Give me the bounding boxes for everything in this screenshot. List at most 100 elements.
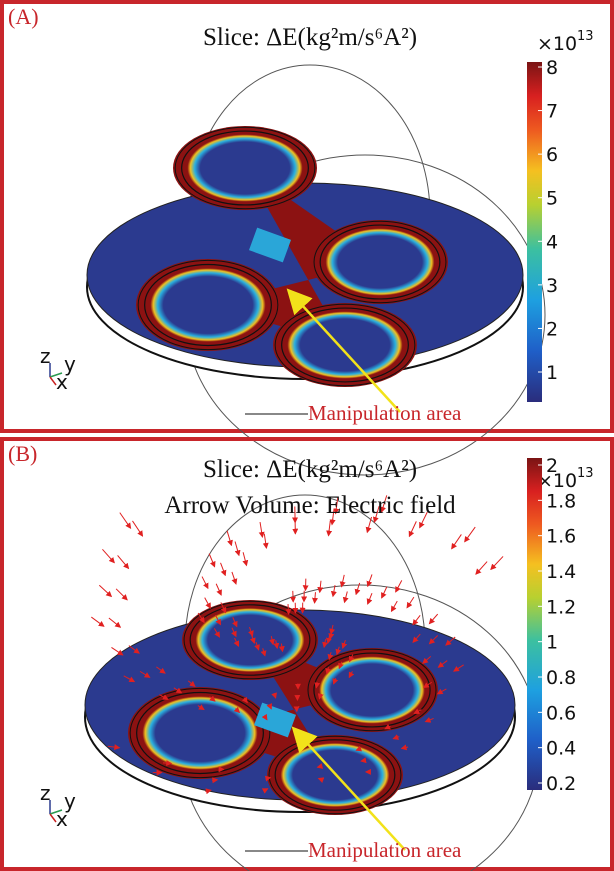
field-arrow — [260, 648, 267, 657]
field-arrow — [437, 660, 448, 668]
field-arrow — [132, 520, 144, 537]
axis-label: y — [64, 352, 76, 376]
field-arrow — [464, 526, 476, 543]
colorbar-tick-label: 0.8 — [546, 667, 576, 689]
electrode-edge — [319, 224, 441, 300]
field-arrow — [241, 696, 248, 704]
colorbar-tick-label: 1 — [546, 362, 558, 384]
axis-x — [49, 813, 57, 823]
field-arrow — [428, 635, 439, 645]
colorbar-multiplier: ×10 — [537, 33, 577, 55]
axis-label: x — [56, 370, 68, 394]
electrode-ring — [182, 600, 318, 680]
field-arrow — [330, 585, 337, 598]
field-arrow — [214, 614, 221, 626]
field-arrow — [258, 521, 265, 539]
panel-title: Arrow Volume: Electric field — [164, 492, 456, 519]
field-arrow — [108, 617, 122, 628]
field-arrow — [204, 597, 211, 609]
field-arrow — [419, 511, 428, 529]
field-arrow — [139, 670, 151, 678]
colorbar-tick-label: 0.4 — [546, 738, 576, 760]
electrode-edge — [129, 687, 271, 779]
field-arrow — [355, 745, 363, 752]
field-arrow — [392, 734, 400, 740]
annotation-arrow — [286, 288, 401, 413]
field-arrow — [333, 497, 340, 515]
field-arrow — [314, 682, 321, 689]
field-arrow — [412, 615, 421, 626]
axis-label: z — [40, 781, 51, 805]
field-arrow — [117, 555, 130, 570]
electrode-edge — [144, 263, 272, 347]
panel: (A) Slice: ΔE(kg²m/s⁶A²) ×10 13 8 7 6 5 4 3 2 1 Mani… — [0, 0, 614, 476]
field-arrow — [451, 534, 462, 550]
field-arrow — [326, 520, 333, 537]
field-arrow — [201, 576, 209, 590]
colorbar-tick-label: 1.4 — [546, 561, 576, 583]
field-arrow — [341, 640, 348, 650]
field-arrow — [254, 641, 260, 651]
field-arrow — [220, 602, 227, 614]
field-arrow — [128, 645, 140, 654]
field-arrow — [366, 592, 373, 605]
electrode-edge — [281, 307, 409, 383]
panel-border — [0, 0, 614, 433]
field-arrow — [211, 777, 219, 784]
field-arrow — [197, 612, 205, 624]
field-arrow — [428, 613, 439, 625]
field-arrow — [395, 580, 403, 593]
axis-y — [49, 372, 63, 378]
panel: (B) Slice: ΔE(kg²m/s⁶A²) Arrow Volume: Ele… — [0, 437, 614, 871]
field-arrow — [445, 636, 456, 646]
field-arrow — [187, 680, 196, 687]
axis-x — [49, 376, 57, 386]
field-arrow — [326, 634, 332, 645]
electrode-edge — [136, 691, 264, 775]
axis-label: z — [40, 344, 51, 368]
field-arrow — [406, 596, 415, 609]
field-arrow — [162, 760, 173, 767]
field-arrow — [317, 693, 324, 700]
field-arrow — [422, 656, 432, 664]
electrode-ring — [273, 303, 417, 387]
field-arrow — [390, 600, 398, 613]
field-arrow — [348, 671, 355, 679]
electrode-edge — [274, 303, 416, 387]
field-arrow — [242, 552, 249, 567]
field-arrow — [327, 652, 334, 661]
field-arrow — [209, 695, 216, 702]
colorbar-tick-label: 5 — [546, 188, 558, 210]
electrode-edge — [189, 604, 311, 676]
field-arrow — [322, 639, 328, 649]
colorbar-tick-label: 6 — [546, 144, 558, 166]
field-arrow — [208, 553, 216, 568]
colorbar-tick-label: 2 — [546, 318, 558, 340]
field-arrow — [412, 633, 421, 644]
manipulation-zone — [248, 227, 292, 263]
colorbar-tick-label: 2 — [546, 455, 558, 477]
field-arrow — [231, 627, 237, 638]
field-arrow — [197, 704, 205, 711]
field-arrow — [380, 495, 388, 513]
colorbar-exponent: 13 — [577, 29, 594, 44]
panel-label: (A) — [8, 4, 39, 29]
field-arrow — [413, 708, 422, 714]
electrode-edge — [313, 652, 431, 728]
field-arrow — [338, 661, 344, 670]
field-arrow — [332, 677, 339, 685]
field-arrow — [226, 530, 233, 547]
field-arrow — [325, 667, 332, 675]
field-arrow — [271, 692, 277, 699]
field-arrow — [354, 582, 361, 596]
field-arrow — [329, 508, 336, 526]
axis-label: y — [64, 789, 76, 813]
electrode-ring — [136, 259, 280, 351]
electrode-edge — [274, 739, 396, 811]
field-arrow — [453, 664, 464, 672]
field-arrow — [205, 788, 212, 795]
field-arrow — [261, 713, 268, 721]
field-arrow — [111, 647, 124, 656]
colorbar-tick-label: 1.8 — [546, 490, 576, 512]
panel-label: (B) — [8, 441, 37, 466]
